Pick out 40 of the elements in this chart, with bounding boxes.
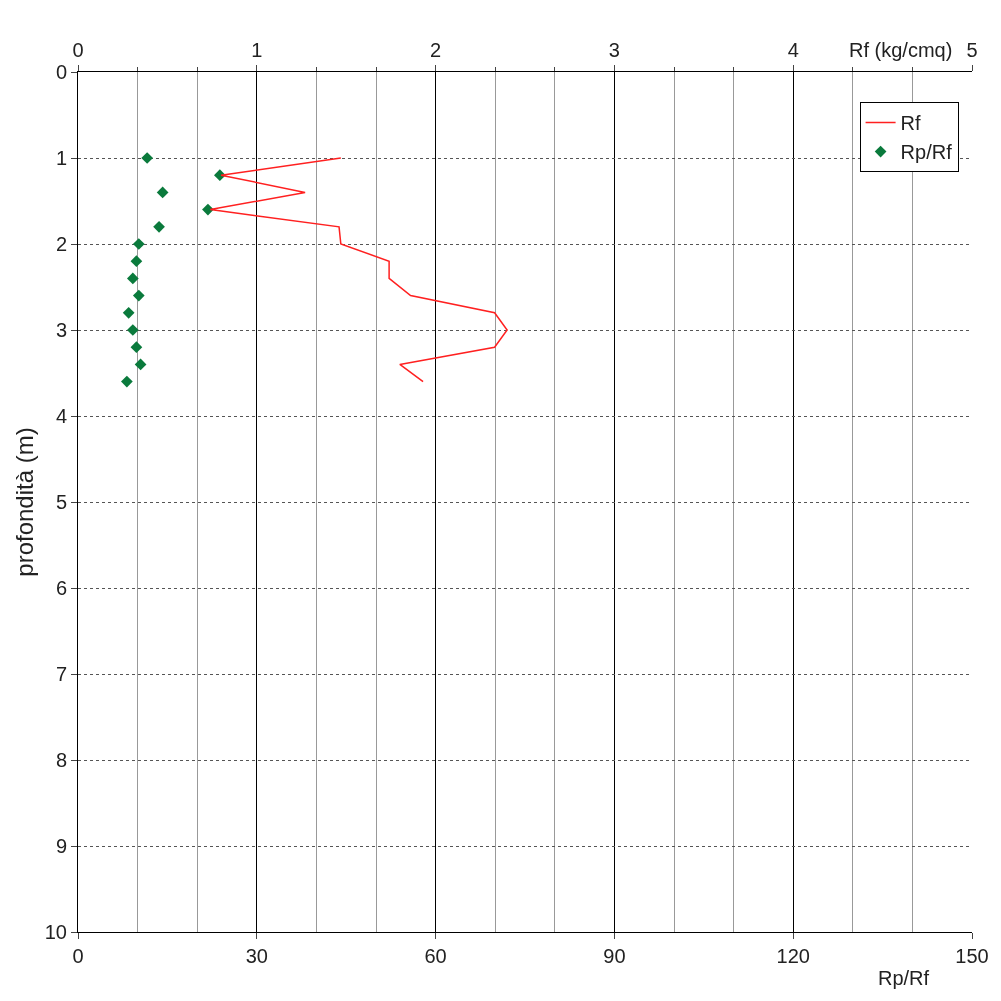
x-tick-label: 150 bbox=[955, 945, 989, 967]
point bbox=[132, 238, 145, 250]
point bbox=[130, 341, 143, 354]
x-tick-label: 30 bbox=[245, 945, 268, 967]
y-tick-label: 7 bbox=[55, 663, 67, 685]
x2-axis-title: Rf (kg/cmq) bbox=[849, 39, 953, 61]
y-tick-label: 1 bbox=[55, 147, 67, 169]
y-tick-label: 8 bbox=[55, 749, 67, 771]
point bbox=[130, 255, 143, 268]
y-tick-label: 0 bbox=[55, 61, 67, 83]
x-tick-label: 0 bbox=[72, 945, 84, 967]
x-tick-label: 120 bbox=[776, 945, 810, 967]
point bbox=[153, 220, 165, 233]
x-axis-title: Rp/Rf bbox=[878, 967, 930, 989]
point bbox=[126, 324, 139, 336]
y-tick-label: 3 bbox=[55, 319, 67, 341]
x2-tick-label: 4 bbox=[787, 39, 799, 61]
point bbox=[134, 358, 147, 371]
x2-tick-label: 5 bbox=[966, 39, 978, 61]
x2-tick-label: 1 bbox=[251, 39, 263, 61]
y-tick-label: 5 bbox=[55, 491, 67, 513]
y-tick-label: 10 bbox=[44, 921, 67, 943]
point bbox=[202, 203, 214, 216]
x2-tick-label: 2 bbox=[430, 39, 442, 61]
point bbox=[122, 306, 135, 319]
point bbox=[126, 272, 139, 285]
legend-label: Rf bbox=[900, 112, 922, 135]
x-tick-label: 60 bbox=[424, 945, 447, 967]
point bbox=[156, 186, 169, 199]
y-tick-label: 4 bbox=[55, 405, 67, 427]
x-tick-label: 90 bbox=[603, 945, 626, 967]
point bbox=[121, 375, 133, 388]
y-tick-label: 9 bbox=[55, 835, 67, 857]
x2-tick-label: 0 bbox=[72, 39, 84, 61]
y-tick-label: 2 bbox=[55, 233, 67, 255]
x2-tick-label: 3 bbox=[608, 39, 620, 61]
y-tick-label: 6 bbox=[55, 577, 67, 599]
point bbox=[132, 289, 145, 302]
legend-label: Rp/Rf bbox=[900, 141, 953, 164]
y-axis-title: profondità (m) bbox=[10, 427, 38, 577]
